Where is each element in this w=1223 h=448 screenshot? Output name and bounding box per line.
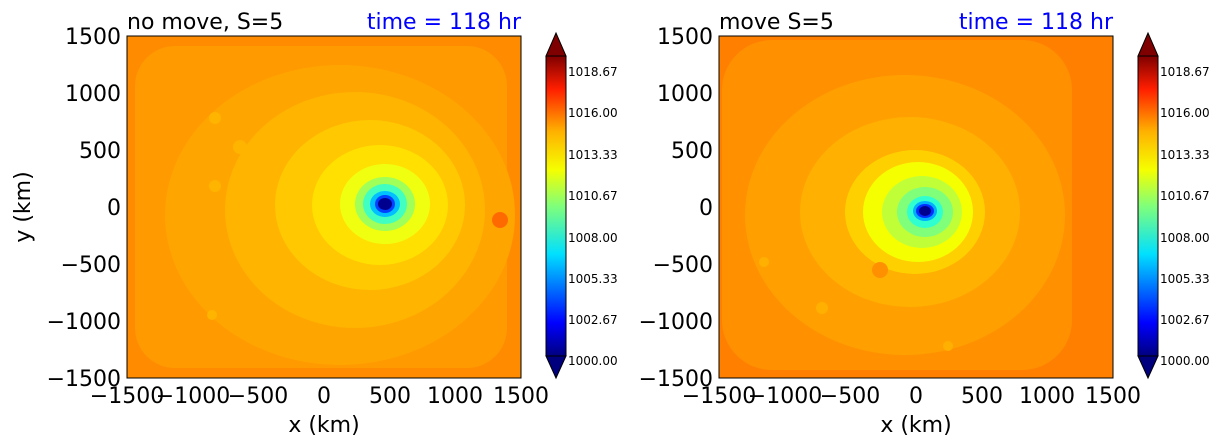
y-tick-label: −500 bbox=[653, 253, 713, 278]
x-axis-label: x (km) bbox=[880, 413, 951, 438]
x-ticks: −1500 −1000 −500 0 500 1000 1500 bbox=[90, 384, 549, 409]
x-tick-label: 1000 bbox=[1019, 384, 1075, 409]
colorbar-body bbox=[545, 55, 567, 357]
y-ticks: 1500 1000 500 0 −500 −1000 −1500 bbox=[639, 25, 713, 392]
x-tick-label: −1500 bbox=[682, 384, 756, 409]
x-tick-label: −1500 bbox=[90, 384, 164, 409]
axes-frame bbox=[126, 35, 522, 379]
x-tick-label: 500 bbox=[961, 384, 1003, 409]
colorbar-extend-top bbox=[1137, 31, 1159, 57]
colorbar-tick-label: 1005.33 bbox=[1160, 272, 1210, 286]
colorbar-tick-label: 1016.00 bbox=[1160, 106, 1210, 120]
x-tick-label: −1000 bbox=[156, 384, 230, 409]
y-tick-label: 1500 bbox=[657, 25, 713, 50]
colorbar: 1018.67 1016.00 1013.33 1010.67 1008.00 … bbox=[545, 31, 618, 380]
x-tick-label: 1000 bbox=[427, 384, 483, 409]
colorbar-tick-label: 1002.67 bbox=[1160, 313, 1210, 327]
colorbar-tick-label: 1008.00 bbox=[568, 231, 618, 245]
x-tick-label: 500 bbox=[369, 384, 411, 409]
contour-blob bbox=[816, 302, 828, 314]
y-ticks: 1500 1000 500 0 −500 −1000 −1500 bbox=[47, 25, 121, 392]
colorbar-tick-label: 1013.33 bbox=[568, 148, 618, 162]
y-tick-label: 500 bbox=[671, 139, 713, 164]
contour-blob bbox=[943, 341, 953, 351]
y-tick-label: −1500 bbox=[639, 367, 713, 392]
x-axis-label: x (km) bbox=[288, 413, 359, 438]
panel-title-right: time = 118 hr bbox=[367, 10, 522, 35]
contour-blob bbox=[398, 286, 408, 296]
colorbar-tick-label: 1018.67 bbox=[568, 65, 618, 79]
y-axis-label: y (km) bbox=[11, 171, 36, 242]
y-tick-label: 500 bbox=[79, 139, 121, 164]
colorbar-tick-label: 1000.00 bbox=[1160, 354, 1210, 368]
y-tick-label: 1500 bbox=[65, 25, 121, 50]
panel-no-move: no move, S=5 time = 118 hr x (km) y (km) bbox=[11, 10, 618, 438]
y-tick-label: 1000 bbox=[657, 82, 713, 107]
y-tick-label: −1000 bbox=[47, 310, 121, 335]
contour-blob bbox=[209, 112, 221, 124]
x-tick-label: −1000 bbox=[748, 384, 822, 409]
contour-blob bbox=[492, 212, 508, 228]
x-tick-label: 0 bbox=[317, 384, 331, 409]
panel-move: move S=5 time = 118 hr x (km) −1500 −1 bbox=[639, 10, 1210, 438]
y-tick-label: 0 bbox=[699, 196, 713, 221]
panel-title-left: no move, S=5 bbox=[127, 10, 283, 35]
colorbar-tick-label: 1010.67 bbox=[1160, 189, 1210, 203]
panel-title-right: time = 118 hr bbox=[959, 10, 1114, 35]
colorbar: 1018.67 1016.00 1013.33 1010.67 1008.00 … bbox=[1137, 31, 1210, 380]
axes-frame bbox=[718, 35, 1114, 379]
contour-blob bbox=[821, 171, 831, 181]
contour-blob bbox=[207, 310, 217, 320]
colorbar-extend-top bbox=[545, 31, 567, 57]
x-tick-label: 0 bbox=[909, 384, 923, 409]
colorbar-tick-label: 1005.33 bbox=[568, 272, 618, 286]
colorbar-tick-label: 1002.67 bbox=[568, 313, 618, 327]
contour-blob bbox=[233, 140, 247, 154]
colorbar-tick-label: 1016.00 bbox=[568, 106, 618, 120]
x-ticks: −1500 −1000 −500 0 500 1000 1500 bbox=[682, 384, 1141, 409]
x-tick-label: 1500 bbox=[1085, 384, 1141, 409]
contour-field bbox=[719, 36, 1113, 378]
colorbar-tick-label: 1008.00 bbox=[1160, 231, 1210, 245]
y-tick-label: −1500 bbox=[47, 367, 121, 392]
colorbar-extend-bottom bbox=[1137, 355, 1159, 380]
x-tick-label: 1500 bbox=[493, 384, 549, 409]
colorbar-body bbox=[1137, 55, 1159, 357]
panel-title-left: move S=5 bbox=[719, 10, 834, 35]
y-tick-label: −500 bbox=[61, 253, 121, 278]
y-tick-label: −1000 bbox=[639, 310, 713, 335]
low-center bbox=[378, 198, 392, 210]
colorbar-tick-label: 1013.33 bbox=[1160, 148, 1210, 162]
contour-blob bbox=[209, 180, 221, 192]
y-tick-label: 0 bbox=[107, 196, 121, 221]
y-tick-label: 1000 bbox=[65, 82, 121, 107]
contour-field bbox=[127, 36, 521, 378]
x-tick-label: −500 bbox=[228, 384, 288, 409]
x-tick-label: −500 bbox=[820, 384, 880, 409]
contour-blob bbox=[872, 262, 888, 278]
colorbar-tick-label: 1018.67 bbox=[1160, 65, 1210, 79]
colorbar-extend-bottom bbox=[545, 355, 567, 380]
low-center bbox=[919, 206, 931, 216]
contour-blob bbox=[759, 257, 769, 267]
colorbar-tick-label: 1010.67 bbox=[568, 189, 618, 203]
colorbar-tick-label: 1000.00 bbox=[568, 354, 618, 368]
